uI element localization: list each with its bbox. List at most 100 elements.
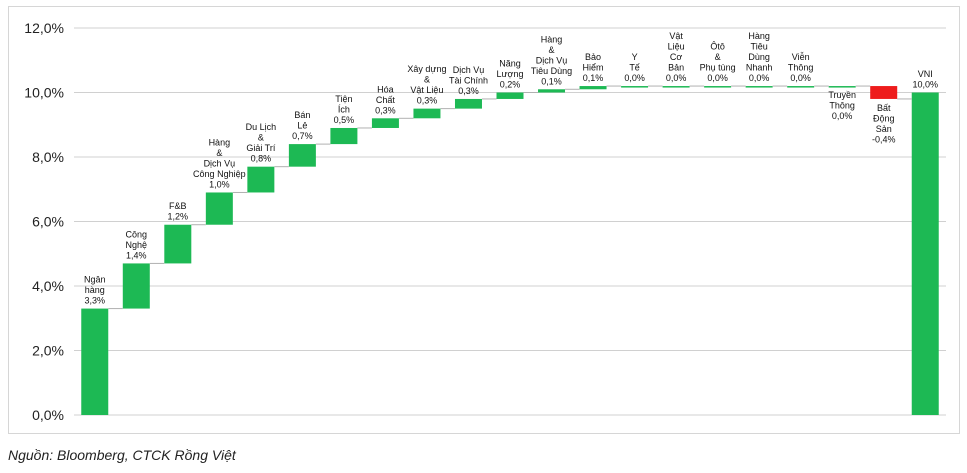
bar	[247, 166, 275, 193]
bar-category-label: Phụ tùng	[700, 63, 736, 73]
bar-category-label: &	[258, 133, 264, 143]
bar-category-label: Xây dựng	[407, 64, 446, 74]
bar-category-label: Bảo	[585, 52, 601, 62]
bar-category-label: Hiểm	[583, 63, 604, 73]
bar-category-label: Truyền	[828, 90, 856, 100]
bar-category-label: F&B	[169, 201, 187, 211]
bar-category-label: &	[216, 148, 222, 158]
bar-value-label: 0,1%	[583, 73, 604, 83]
bar-category-label: VNI	[918, 69, 933, 79]
bar	[81, 308, 109, 415]
bar-category-label: Ích	[338, 104, 350, 114]
bar-category-label: Dùng	[748, 52, 770, 62]
bar-value-label: 1,2%	[168, 212, 189, 222]
bar-category-label: Dịch Vụ	[204, 158, 236, 168]
bar-value-label: 0,0%	[624, 73, 645, 83]
bar	[870, 86, 898, 99]
bar-category-label: Ôtô	[710, 42, 725, 52]
bar-category-label: Bất	[877, 103, 891, 113]
bar-value-label: 0,0%	[666, 73, 687, 83]
bar-category-label: Bán	[294, 110, 310, 120]
bar	[371, 118, 399, 128]
bar-category-label: Năng	[499, 59, 521, 69]
bar	[662, 86, 690, 88]
bar-category-label: Chất	[376, 95, 396, 105]
bar	[704, 86, 732, 88]
bar-category-label: Viễn	[792, 52, 810, 62]
bar-value-label: 0,8%	[251, 154, 272, 164]
bar-value-label: 0,7%	[292, 131, 313, 141]
bar-value-label: 1,0%	[209, 179, 230, 189]
bar-value-label: 0,0%	[749, 73, 770, 83]
bar-category-label: Hàng	[541, 34, 563, 44]
y-tick-label: 0,0%	[32, 407, 64, 423]
bar-category-label: Tiêu	[751, 42, 768, 52]
bar-value-label: 1,4%	[126, 250, 147, 260]
bar-category-label: Tế	[629, 63, 640, 73]
bar-category-label: Bản	[668, 63, 684, 73]
bar	[205, 192, 233, 225]
bar-category-label: Dịch Vụ	[453, 65, 485, 75]
bar-category-label: Dịch Vụ	[536, 55, 568, 65]
bar-value-label: -0,4%	[872, 134, 896, 144]
bar-value-label: 0,5%	[334, 115, 355, 125]
bar-value-label: 0,1%	[541, 76, 562, 86]
bar-category-label: Thông	[788, 63, 814, 73]
bar-category-label: Hóa	[377, 84, 394, 94]
bar-value-label: 10,0%	[912, 80, 938, 90]
bar-category-label: Sản	[876, 124, 892, 134]
bar-value-label: 0,0%	[707, 73, 728, 83]
y-tick-label: 2,0%	[32, 343, 64, 359]
bar-value-label: 3,3%	[85, 296, 106, 306]
bar-category-label: Vật	[669, 31, 683, 41]
bar	[454, 98, 482, 109]
bar-category-label: Động	[873, 113, 895, 123]
bar-category-label: Giải Trí	[246, 143, 276, 153]
bar-category-label: Ngân	[84, 275, 106, 285]
bar	[745, 86, 773, 88]
bar-category-label: &	[424, 75, 430, 85]
y-tick-label: 8,0%	[32, 149, 64, 165]
bar-category-label: Thông	[829, 101, 855, 111]
bar-value-label: 0,0%	[832, 111, 853, 121]
bar	[164, 224, 192, 264]
bar-category-label: Tiện	[335, 94, 352, 104]
bar	[496, 92, 524, 99]
y-tick-label: 10,0%	[24, 85, 64, 101]
bar-category-label: Công	[126, 229, 148, 239]
bar-value-label: 0,3%	[417, 96, 438, 106]
bar-category-label: Lẻ	[297, 121, 307, 131]
bar	[579, 86, 607, 90]
source-note: Nguồn: Bloomberg, CTCK Rồng Việt	[8, 447, 236, 463]
bar-value-label: 0,2%	[500, 80, 521, 90]
bar-category-label: Vật Liệu	[410, 85, 443, 95]
bar-category-label: Hàng	[209, 137, 231, 147]
bar	[413, 108, 441, 119]
bar-category-label: Nghệ	[126, 240, 148, 250]
bar-category-label: hàng	[85, 285, 105, 295]
bar-category-label: Y	[632, 52, 638, 62]
bar-category-label: Lượng	[497, 69, 524, 79]
bar	[538, 89, 566, 93]
bar-category-label: Nhanh	[746, 63, 773, 73]
bar	[621, 86, 649, 88]
chart-frame	[8, 6, 960, 434]
bar-value-label: 0,0%	[790, 73, 811, 83]
bar-category-label: Liệu	[668, 42, 685, 52]
bar-category-label: Công Nghiệp	[193, 169, 246, 179]
y-tick-label: 12,0%	[24, 20, 64, 36]
waterfall-chart: 0,0% 2,0% 4,0% 6,0% 8,0% 10,0% 12,0% Ngânhàng3,…	[24, 20, 946, 423]
y-tick-label: 6,0%	[32, 214, 64, 230]
bar	[122, 263, 150, 309]
bar-category-label: Tiêu Dùng	[531, 66, 572, 76]
y-tick-label: 4,0%	[32, 278, 64, 294]
bar	[787, 86, 815, 88]
bar-category-label: &	[715, 52, 721, 62]
bar-category-label: &	[549, 45, 555, 55]
bar-value-label: 0,3%	[458, 86, 479, 96]
bar-category-label: Du Lịch	[246, 122, 277, 132]
bar-category-label: Tài Chính	[449, 75, 488, 85]
bar	[828, 86, 856, 88]
bar-category-label: Cơ	[670, 52, 682, 62]
bar	[288, 144, 316, 167]
